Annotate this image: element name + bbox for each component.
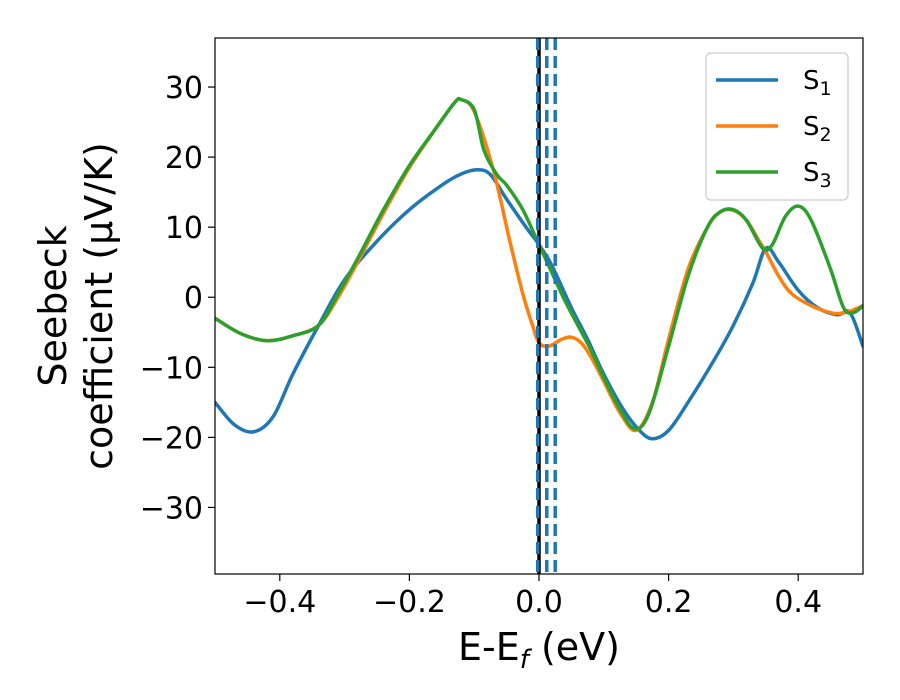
y-tick-label: −30 xyxy=(140,491,203,526)
y-tick-label: 10 xyxy=(165,211,203,246)
x-tick-label: −0.2 xyxy=(373,585,446,620)
plot-area xyxy=(215,38,863,574)
series-line-s3 xyxy=(215,96,863,431)
x-tick-label: 0.0 xyxy=(515,585,563,620)
y-tick-label: −20 xyxy=(140,421,203,456)
legend-label-s2: S2 xyxy=(803,112,832,146)
x-tick-label: 0.2 xyxy=(645,585,693,620)
y-tick-label: −10 xyxy=(140,351,203,386)
y-tick-label: 20 xyxy=(165,141,203,176)
x-axis-label: E-Ef (eV) xyxy=(458,625,620,675)
axis-ticks: −0.4 −0.2 0.0 0.2 0.4 30 20 10 0 −10 −20 −30 xyxy=(140,71,822,620)
y-tick-label: 0 xyxy=(184,281,203,316)
legend: S1 S2 S3 xyxy=(705,52,849,201)
axis-labels: E-Ef (eV) Seebeck coefficient (μV/K) xyxy=(31,142,620,675)
legend-label-s1: S1 xyxy=(803,66,832,100)
y-axis-label-line1: Seebeck xyxy=(31,225,75,386)
y-axis-label-line2: coefficient (μV/K) xyxy=(77,142,121,470)
y-tick-label: 30 xyxy=(165,71,203,106)
legend-label-s3: S3 xyxy=(803,158,832,192)
x-tick-label: −0.4 xyxy=(243,585,316,620)
x-tick-label: 0.4 xyxy=(774,585,822,620)
